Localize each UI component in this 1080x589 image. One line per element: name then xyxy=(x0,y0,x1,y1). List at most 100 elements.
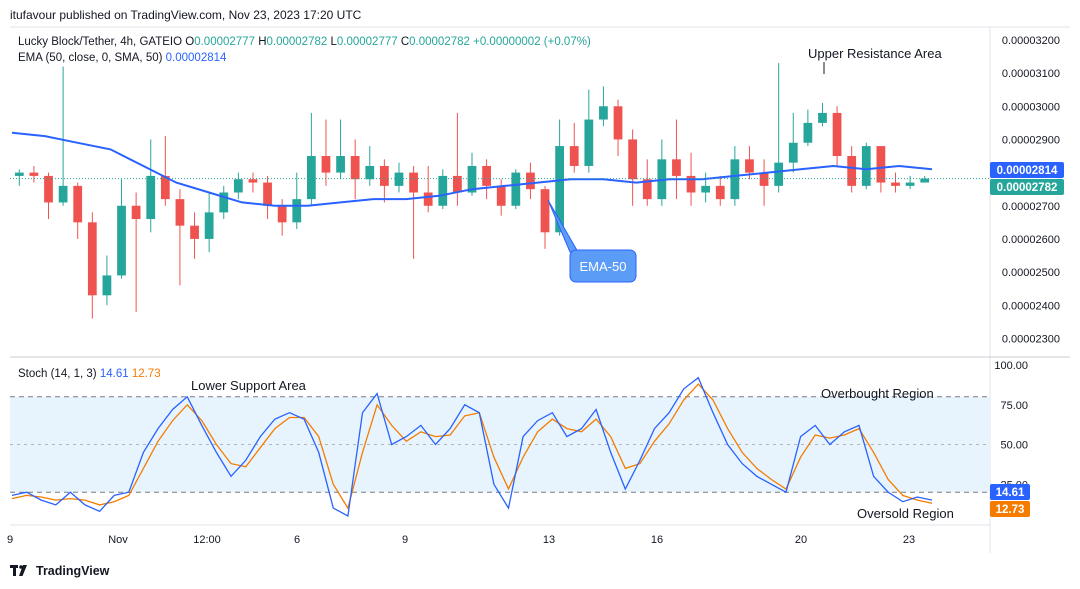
candle-body xyxy=(73,185,83,223)
low-label: L xyxy=(330,36,337,48)
candle-body xyxy=(380,165,389,186)
oversold-label: Oversold Region xyxy=(857,506,954,521)
candle-body xyxy=(613,106,623,140)
candle xyxy=(613,99,623,157)
candle xyxy=(453,112,462,206)
candle-body xyxy=(409,172,418,193)
candle-body xyxy=(891,182,900,186)
time-axis[interactable]: 9 Nov 12:00 6 9 13 16 20 23 xyxy=(7,534,915,546)
candle-body xyxy=(365,165,375,180)
time-tick-label: 20 xyxy=(795,534,807,546)
candle-body xyxy=(87,222,97,296)
candle-body xyxy=(584,119,594,166)
candle xyxy=(876,146,886,193)
high-value: 0.00002782 xyxy=(266,36,328,48)
candle-body xyxy=(482,165,491,186)
candle xyxy=(73,182,83,239)
upper-resistance-label: Upper Resistance Area xyxy=(808,46,942,61)
ema-price-badge-text: 0.00002814 xyxy=(997,165,1058,177)
candle xyxy=(628,129,638,206)
candle-body xyxy=(599,106,608,120)
price-legend: Lucky Block/Tether, 4h, GATEIO O0.000027… xyxy=(18,36,591,48)
close-value: 0.00002782 xyxy=(409,36,470,48)
candle-body xyxy=(569,146,579,166)
candle-body xyxy=(642,179,652,200)
candle-body xyxy=(14,172,24,176)
candle-body xyxy=(29,172,39,176)
candle xyxy=(146,139,156,233)
candle-body xyxy=(686,175,696,193)
candle xyxy=(774,63,784,193)
candle-body xyxy=(306,156,316,200)
candle xyxy=(526,162,535,200)
candle-body xyxy=(496,185,506,206)
candle xyxy=(263,175,272,220)
candle-body xyxy=(788,142,798,163)
time-tick-label: 9 xyxy=(7,534,13,546)
candle xyxy=(555,119,564,236)
candle xyxy=(701,172,711,203)
stoch-legend: Stoch (14, 1, 3) 14.61 12.73 xyxy=(18,368,161,380)
last-price-badge xyxy=(990,179,1064,195)
stoch-tick-label: 75.00 xyxy=(1000,400,1028,412)
stoch-label[interactable]: Stoch (14, 1, 3) xyxy=(18,368,97,380)
candle xyxy=(496,179,506,216)
candle xyxy=(14,169,24,186)
candle xyxy=(29,165,39,183)
ema-price-badge xyxy=(990,162,1064,178)
candle xyxy=(832,106,842,166)
stoch-d-value: 12.73 xyxy=(131,368,161,380)
candle-body xyxy=(774,162,784,186)
candle xyxy=(788,112,798,173)
candle xyxy=(102,255,112,306)
candle xyxy=(599,86,608,127)
candle-body xyxy=(219,192,229,213)
stoch-k-line xyxy=(11,376,933,518)
time-tick-label: 12:00 xyxy=(193,534,221,546)
candle xyxy=(219,185,229,220)
candle-body xyxy=(204,212,214,239)
candle-body xyxy=(715,185,725,200)
candle-body xyxy=(233,179,243,193)
time-tick-label: 6 xyxy=(294,534,300,546)
candle xyxy=(818,102,827,127)
candle xyxy=(672,119,681,200)
high-label: H xyxy=(258,36,267,48)
price-tick-label: 0.00002600 xyxy=(1002,234,1060,246)
candle-body xyxy=(263,182,272,206)
open-value: 0.00002777 xyxy=(194,36,255,48)
stoch-k-value: 14.61 xyxy=(99,368,129,380)
candle-body xyxy=(730,159,740,200)
candle-body xyxy=(175,199,185,226)
time-tick-label: 9 xyxy=(402,534,408,546)
candle-body xyxy=(131,205,141,220)
candle-body xyxy=(277,205,287,223)
candle-body xyxy=(540,189,550,233)
close-label: C xyxy=(400,36,410,48)
candle xyxy=(87,212,97,319)
candle-body xyxy=(832,112,842,157)
candle-body xyxy=(292,199,302,223)
ema-callout-label: EMA-50 xyxy=(580,259,627,274)
candle-body xyxy=(847,156,857,186)
candle xyxy=(233,172,243,200)
candle-body xyxy=(861,146,871,186)
candle xyxy=(759,159,769,206)
candle-body xyxy=(745,159,754,173)
ema-callout-box xyxy=(569,249,637,283)
time-tick-label: 23 xyxy=(903,534,915,546)
ema-label[interactable]: EMA (50, close, 0, SMA, 50) xyxy=(18,52,163,64)
candle-body xyxy=(350,156,360,180)
candle xyxy=(131,192,141,312)
stoch-k-badge xyxy=(990,484,1030,500)
candle xyxy=(657,139,667,206)
candle-body xyxy=(321,156,331,173)
overbought-label: Overbought Region xyxy=(821,386,934,401)
candle-body xyxy=(905,182,915,186)
candle xyxy=(482,159,491,200)
price-tick-label: 0.00002900 xyxy=(1002,134,1060,146)
tradingview-footer[interactable]: TradingView xyxy=(10,564,109,578)
symbol-label[interactable]: Lucky Block/Tether, 4h, GATEIO xyxy=(18,36,183,48)
